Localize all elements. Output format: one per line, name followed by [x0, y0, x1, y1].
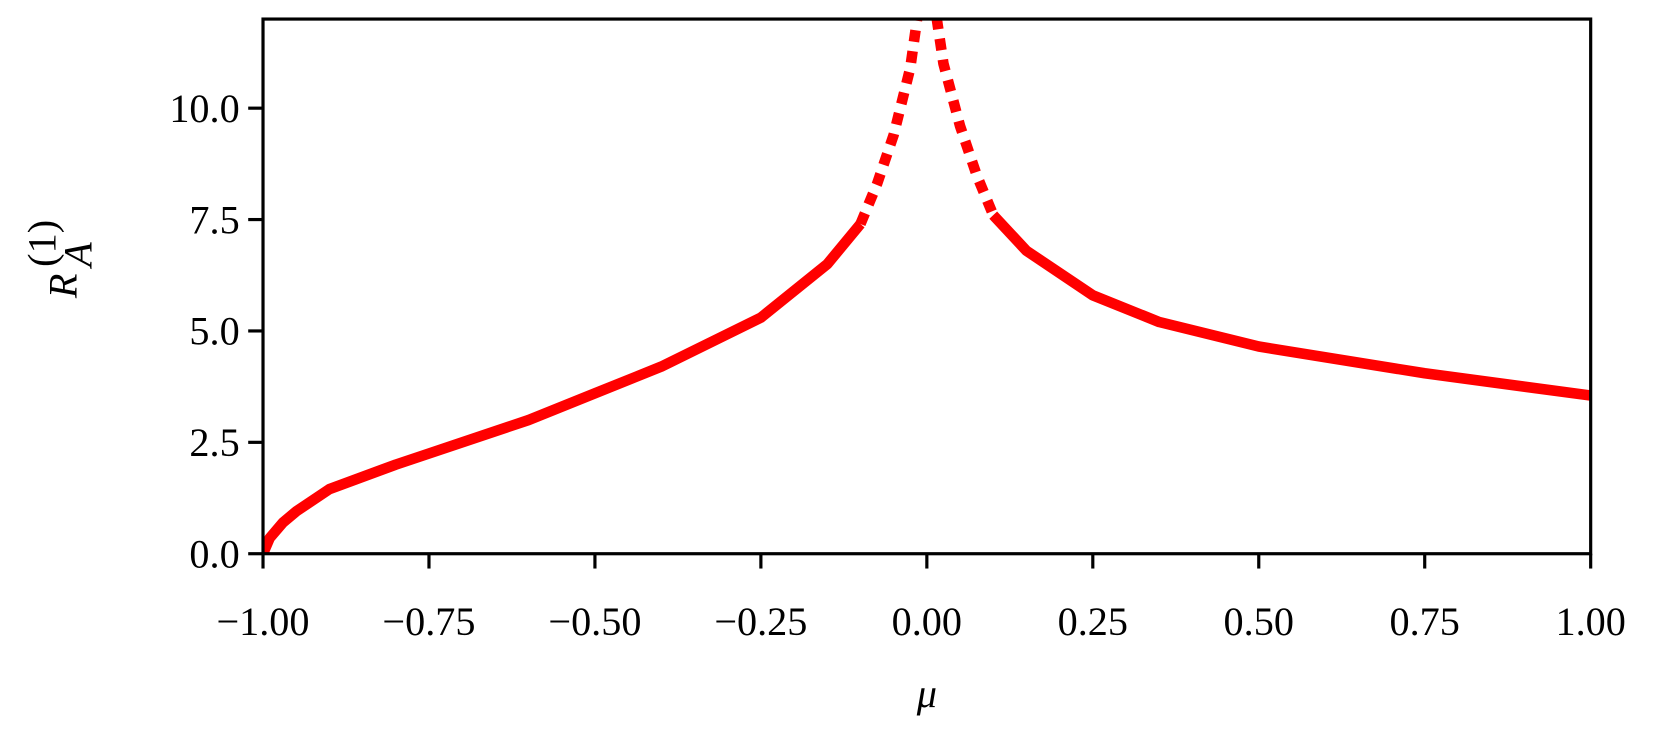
x-tick-label: −0.75 — [382, 599, 475, 644]
plot-area — [263, 19, 1591, 554]
x-tick-label: 0.25 — [1058, 599, 1128, 644]
y-tick-label: 7.5 — [189, 197, 239, 242]
axes-frame — [261, 17, 1593, 556]
line-series — [263, 211, 1591, 554]
y-tick-label: 10.0 — [169, 86, 239, 131]
x-axis-label: μ — [916, 671, 937, 716]
y-tick-label: 2.5 — [189, 420, 239, 465]
y-axis-label: R A (1) — [20, 220, 101, 299]
x-tick-label: −1.00 — [216, 599, 309, 644]
line-series — [855, 19, 999, 227]
x-tick-label: 0.00 — [892, 599, 962, 644]
y-label-superscript: (1) — [20, 220, 65, 267]
x-tick-label: 1.00 — [1555, 599, 1625, 644]
x-tick-label: 0.50 — [1224, 599, 1294, 644]
x-tick-label: −0.50 — [548, 599, 641, 644]
y-label-base: R — [41, 274, 86, 300]
x-tick-label: −0.25 — [714, 599, 807, 644]
y-label-subscript: A — [56, 242, 101, 270]
y-tick-label: 0.0 — [189, 531, 239, 576]
x-tick-label: 0.75 — [1390, 599, 1460, 644]
y-tick-label: 5.0 — [189, 309, 239, 354]
